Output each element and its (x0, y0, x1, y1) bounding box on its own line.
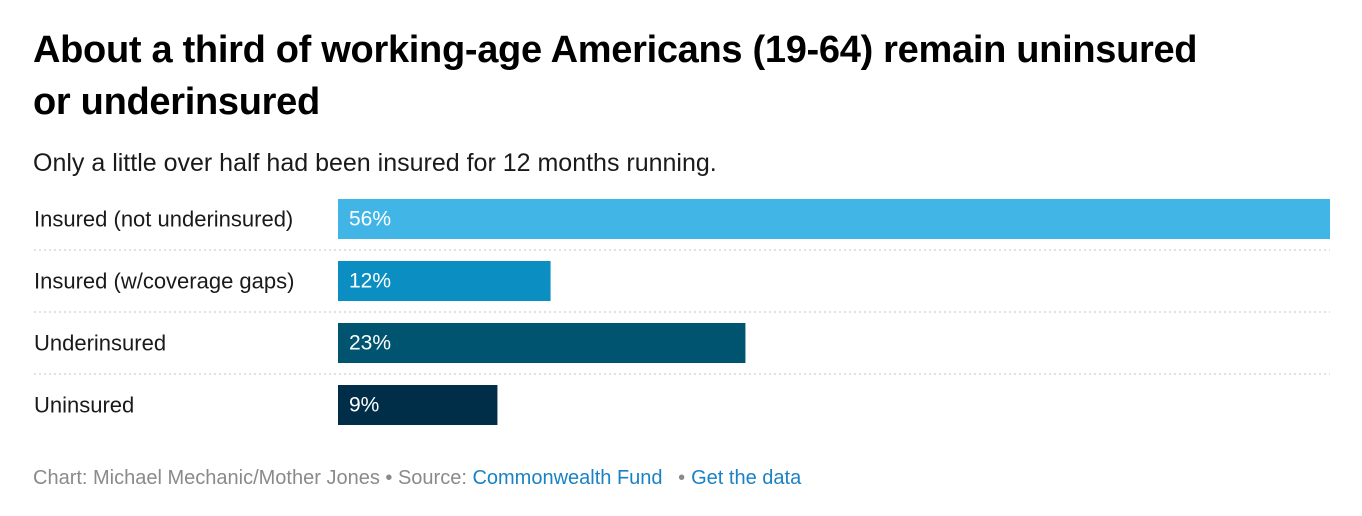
chart-subtitle: Only a little over half had been insured… (33, 149, 717, 177)
bar (338, 261, 551, 301)
bar-value-label: 9% (349, 394, 379, 417)
bar (338, 385, 498, 425)
category-label: Uninsured (34, 393, 134, 418)
category-label: Insured (not underinsured) (34, 207, 293, 232)
chart-title: About a third of working-age Americans (… (33, 29, 1198, 123)
footer-separator: • (678, 467, 686, 489)
chart-credit: Chart: Michael Mechanic/Mother Jones (33, 467, 380, 489)
category-label: Insured (w/coverage gaps) (34, 269, 294, 294)
source-prefix: • Source: (385, 467, 467, 489)
bar (338, 323, 746, 363)
bar-value-label: 12% (349, 270, 391, 293)
chart-footer: Chart: Michael Mechanic/Mother Jones • S… (33, 464, 801, 492)
bar-value-label: 56% (349, 208, 391, 231)
bar (338, 199, 1330, 239)
get-the-data-link[interactable]: Get the data (691, 467, 802, 489)
category-label: Underinsured (34, 331, 166, 356)
bar-chart: Insured (not underinsured) 56% Insured (w/… (34, 199, 1330, 425)
bar-value-label: 23% (349, 332, 391, 355)
source-link[interactable]: Commonwealth Fund (472, 467, 663, 489)
